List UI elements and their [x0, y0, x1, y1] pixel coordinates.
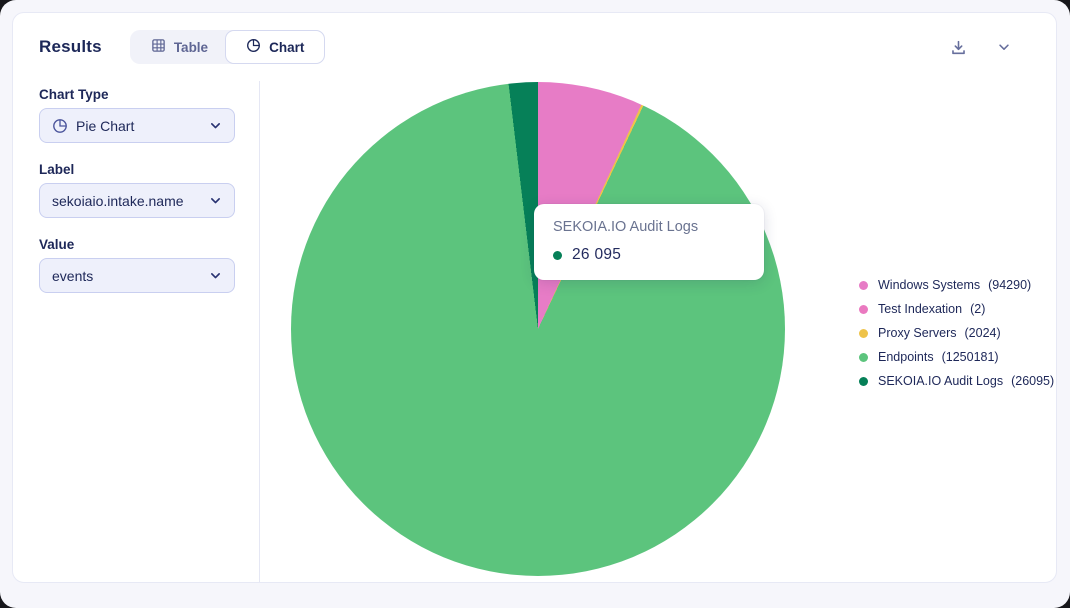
legend-count: (2)	[970, 302, 986, 316]
label-select[interactable]: sekoiaio.intake.name	[39, 183, 235, 218]
tab-table-label: Table	[173, 39, 209, 55]
pie-chart[interactable]	[291, 82, 785, 576]
tooltip-row: 26 095	[553, 246, 745, 264]
results-panel: Results Table	[12, 12, 1057, 583]
chart-tooltip: SEKOIA.IO Audit Logs 26 095	[534, 204, 764, 280]
legend-marker	[859, 376, 868, 386]
tab-chart-label: Chart	[269, 39, 305, 55]
pie-chart-icon	[246, 38, 261, 56]
legend-item[interactable]: Test Indexation (2)	[859, 297, 1054, 321]
chart-options-sidebar: Chart Type Pie Chart L	[13, 81, 260, 582]
value-select[interactable]: events	[39, 258, 235, 293]
chart-type-select[interactable]: Pie Chart	[39, 108, 235, 143]
legend-count: (2024)	[964, 326, 1001, 340]
chart-area: Windows Systems (94290) Test Indexation …	[260, 81, 1056, 582]
legend-count: (94290)	[988, 278, 1032, 292]
legend-item[interactable]: Endpoints (1250181)	[859, 345, 1054, 369]
tab-table[interactable]: Table	[132, 32, 227, 62]
chevron-down-icon	[209, 269, 222, 282]
results-body: Chart Type Pie Chart L	[13, 81, 1056, 582]
legend-marker	[859, 352, 868, 362]
legend-item[interactable]: Windows Systems (94290)	[859, 273, 1054, 297]
legend-item[interactable]: Proxy Servers (2024)	[859, 321, 1054, 345]
chart-type-value: Pie Chart	[76, 117, 135, 134]
label-field-label: Label	[39, 162, 75, 177]
legend-label: SEKOIA.IO Audit Logs	[878, 374, 1004, 388]
legend-count: (1250181)	[941, 350, 999, 364]
legend-marker	[859, 280, 868, 290]
chart-legend: Windows Systems (94290) Test Indexation …	[859, 273, 1054, 393]
legend-label: Windows Systems	[878, 278, 981, 292]
value-select-value: events	[52, 267, 94, 284]
legend-count: (26095)	[1011, 374, 1055, 388]
chart-type-label: Chart Type	[39, 87, 109, 102]
view-toggle: Table Chart	[129, 30, 326, 64]
legend-label: Test Indexation	[878, 302, 963, 316]
chevron-down-icon	[209, 119, 222, 132]
label-select-value: sekoiaio.intake.name	[52, 192, 184, 209]
legend-marker	[859, 304, 868, 314]
tooltip-value: 26 095	[572, 246, 622, 263]
table-icon	[151, 38, 166, 56]
tooltip-series-marker	[553, 250, 562, 260]
page-title: Results	[39, 37, 102, 56]
collapse-chevron-button[interactable]	[992, 35, 1016, 59]
legend-label: Proxy Servers	[878, 326, 957, 340]
legend-item[interactable]: SEKOIA.IO Audit Logs (26095)	[859, 369, 1054, 393]
tab-chart[interactable]: Chart	[225, 30, 326, 64]
pie-chart-icon	[52, 118, 68, 134]
legend-marker	[859, 328, 868, 338]
tooltip-title: SEKOIA.IO Audit Logs	[553, 219, 699, 235]
legend-label: Endpoints	[878, 350, 934, 364]
value-field-label: Value	[39, 237, 75, 252]
chevron-down-icon	[209, 194, 222, 207]
download-button[interactable]	[946, 35, 970, 59]
results-header: Results Table	[13, 13, 1056, 81]
